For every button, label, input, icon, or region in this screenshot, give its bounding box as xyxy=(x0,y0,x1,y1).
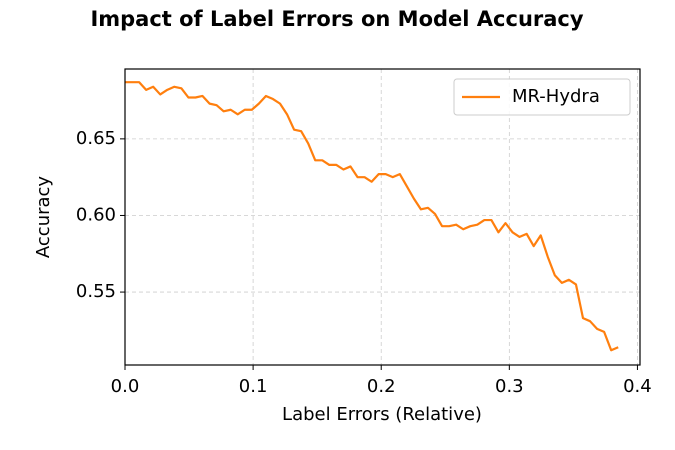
x-axis-label: Label Errors (Relative) xyxy=(282,404,482,425)
legend-box xyxy=(453,78,631,116)
legend-label: MR-Hydra xyxy=(512,86,600,107)
x-tick-label: 0.3 xyxy=(495,376,524,397)
y-tick-label: 0.65 xyxy=(76,128,116,149)
plot-frame xyxy=(124,68,641,366)
y-tick-label: 0.60 xyxy=(76,204,116,225)
x-tick-label: 0.1 xyxy=(239,376,268,397)
y-axis-label: Accuracy xyxy=(33,176,54,259)
x-tick-label: 0.4 xyxy=(623,376,652,397)
y-tick-label: 0.55 xyxy=(76,281,116,302)
x-tick-label: 0.0 xyxy=(111,376,140,397)
chart-title: Impact of Label Errors on Model Accuracy xyxy=(90,7,583,31)
data-line xyxy=(125,81,619,352)
x-tick-label: 0.2 xyxy=(367,376,396,397)
